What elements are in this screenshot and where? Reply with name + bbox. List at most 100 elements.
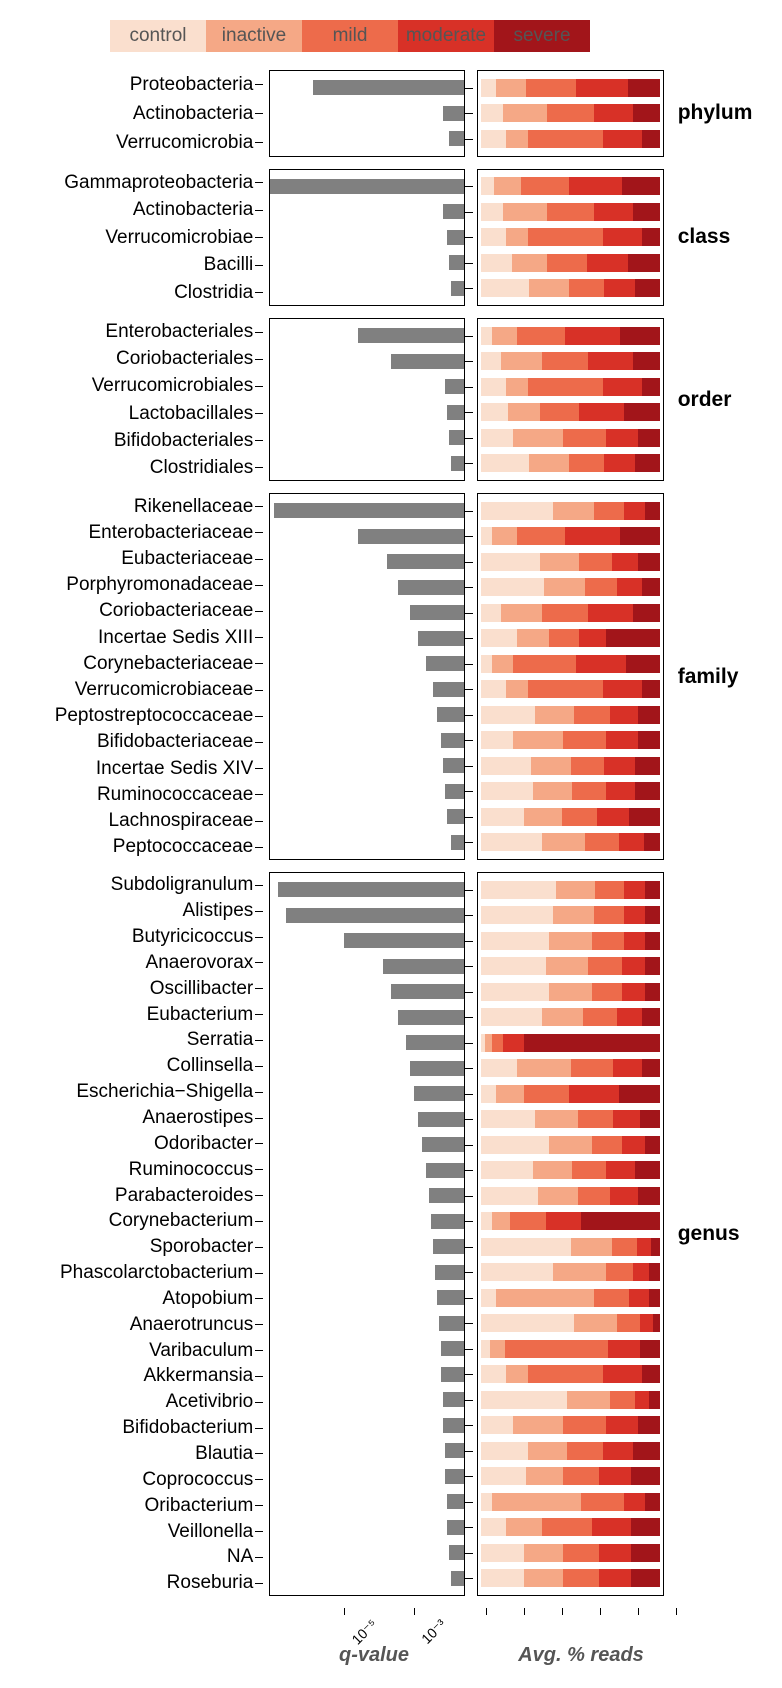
reads-segment-moderate bbox=[603, 680, 642, 698]
tick-mark bbox=[465, 1196, 473, 1197]
tick-mark bbox=[465, 562, 473, 563]
reads-segment-moderate bbox=[629, 1289, 649, 1307]
reads-segment-control bbox=[481, 1340, 490, 1358]
reads-segment-inactive bbox=[503, 203, 548, 221]
reads-segment-moderate bbox=[635, 1391, 649, 1409]
legend-item-severe: severe bbox=[494, 20, 590, 52]
reads-bar-row bbox=[481, 833, 659, 851]
reads-bar-row bbox=[481, 1136, 659, 1154]
reads-segment-mild bbox=[594, 502, 624, 520]
tick-mark bbox=[465, 613, 473, 614]
reads-segment-moderate bbox=[569, 1085, 619, 1103]
taxon-label: Phascolarctobacterium bbox=[20, 1263, 253, 1282]
reads-segment-mild bbox=[579, 553, 611, 571]
reads-segment-severe bbox=[633, 203, 660, 221]
reads-segment-moderate bbox=[613, 1110, 640, 1128]
qvalue-bar-row bbox=[270, 1289, 464, 1307]
reads-segment-inactive bbox=[528, 1442, 567, 1460]
reads-segment-control bbox=[481, 352, 501, 370]
reads-segment-severe bbox=[642, 228, 660, 246]
reads-bar-row bbox=[481, 130, 659, 148]
tick-mark bbox=[465, 1374, 473, 1375]
qvalue-bar-row bbox=[270, 130, 464, 148]
reads-segment-inactive bbox=[492, 527, 517, 545]
reads-bar-row bbox=[481, 983, 659, 1001]
qvalue-bar-row bbox=[270, 378, 464, 396]
reads-segment-inactive bbox=[506, 378, 527, 396]
reads-segment-severe bbox=[635, 782, 660, 800]
reads-segment-mild bbox=[571, 1059, 614, 1077]
reads-segment-inactive bbox=[553, 906, 594, 924]
tick-mark bbox=[465, 1553, 473, 1554]
taxon-label: Eubacteriaceae bbox=[20, 549, 253, 568]
reads-segment-moderate bbox=[603, 130, 642, 148]
reads-segment-inactive bbox=[492, 655, 513, 673]
qvalue-bar bbox=[270, 179, 464, 194]
reads-bar-row bbox=[481, 1442, 659, 1460]
reads-segment-severe bbox=[624, 403, 660, 421]
legend: controlinactivemildmoderatesevere bbox=[110, 20, 590, 52]
qvalue-bar bbox=[406, 1035, 464, 1050]
tick-mark bbox=[465, 766, 473, 767]
group-label-class: class bbox=[664, 169, 762, 307]
reads-segment-moderate bbox=[608, 1340, 640, 1358]
reads-segment-control bbox=[481, 1365, 506, 1383]
qvalue-bar-row bbox=[270, 352, 464, 370]
taxon-label: Coriobacteriales bbox=[20, 349, 253, 368]
reads-segment-severe bbox=[649, 1289, 660, 1307]
taxon-label: Butyricicoccus bbox=[20, 927, 253, 946]
reads-segment-inactive bbox=[529, 279, 568, 297]
reads-segment-mild bbox=[592, 932, 624, 950]
reads-segment-severe bbox=[631, 1518, 660, 1536]
taxon-label: Serratia bbox=[20, 1030, 253, 1049]
x-tick-label: 10⁻³ bbox=[418, 1616, 450, 1648]
reads-segment-moderate bbox=[588, 604, 633, 622]
reads-bar-row bbox=[481, 604, 659, 622]
reads-segment-inactive bbox=[512, 254, 548, 272]
reads-segment-mild bbox=[510, 1212, 546, 1230]
reads-segment-severe bbox=[622, 177, 659, 195]
reads-bar-row bbox=[481, 1340, 659, 1358]
group-label-phylum: phylum bbox=[664, 70, 762, 157]
reads-segment-severe bbox=[645, 881, 659, 899]
labels-col: ProteobacteriaActinobacteriaVerrucomicro… bbox=[20, 70, 257, 157]
tick-mark bbox=[465, 336, 473, 337]
legend-item-inactive: inactive bbox=[206, 20, 302, 52]
reads-segment-control bbox=[481, 983, 549, 1001]
reads-segment-control bbox=[481, 957, 545, 975]
taxon-label: Lactobacillales bbox=[20, 404, 253, 423]
reads-segment-mild bbox=[528, 130, 603, 148]
x-tick bbox=[486, 1608, 487, 1615]
reads-segment-moderate bbox=[604, 454, 634, 472]
reads-bar-row bbox=[481, 378, 659, 396]
qvalue-bar bbox=[439, 1316, 464, 1331]
x-axis-row: 10⁻⁵10⁻³q-valueAvg. % reads bbox=[20, 1608, 762, 1668]
reads-panel bbox=[477, 493, 663, 860]
reads-segment-moderate bbox=[624, 932, 645, 950]
reads-segment-mild bbox=[542, 1518, 592, 1536]
reads-segment-severe bbox=[629, 808, 659, 826]
reads-segment-moderate bbox=[599, 1467, 631, 1485]
reads-bar-row bbox=[481, 1365, 659, 1383]
reads-segment-control bbox=[481, 104, 502, 122]
tick-mark bbox=[465, 88, 473, 89]
reads-segment-severe bbox=[638, 1416, 659, 1434]
reads-bar-row bbox=[481, 403, 659, 421]
reads-segment-inactive bbox=[496, 79, 526, 97]
qvalue-bar-row bbox=[270, 254, 464, 272]
reads-segment-inactive bbox=[501, 352, 542, 370]
reads-bar-row bbox=[481, 1034, 659, 1052]
reads-segment-control bbox=[481, 1085, 495, 1103]
reads-bar-row bbox=[481, 1263, 659, 1281]
x-tick bbox=[638, 1608, 639, 1615]
tick-mark bbox=[465, 715, 473, 716]
reads-segment-control bbox=[481, 1493, 492, 1511]
taxon-label: Corynebacterium bbox=[20, 1211, 253, 1230]
reads-segment-control bbox=[481, 757, 531, 775]
reads-bar-row bbox=[481, 527, 659, 545]
qvalue-bar-row bbox=[270, 1238, 464, 1256]
reads-segment-inactive bbox=[544, 578, 585, 596]
qvalue-bar bbox=[437, 707, 464, 722]
tick-mark bbox=[465, 890, 473, 891]
reads-segment-moderate bbox=[610, 706, 639, 724]
